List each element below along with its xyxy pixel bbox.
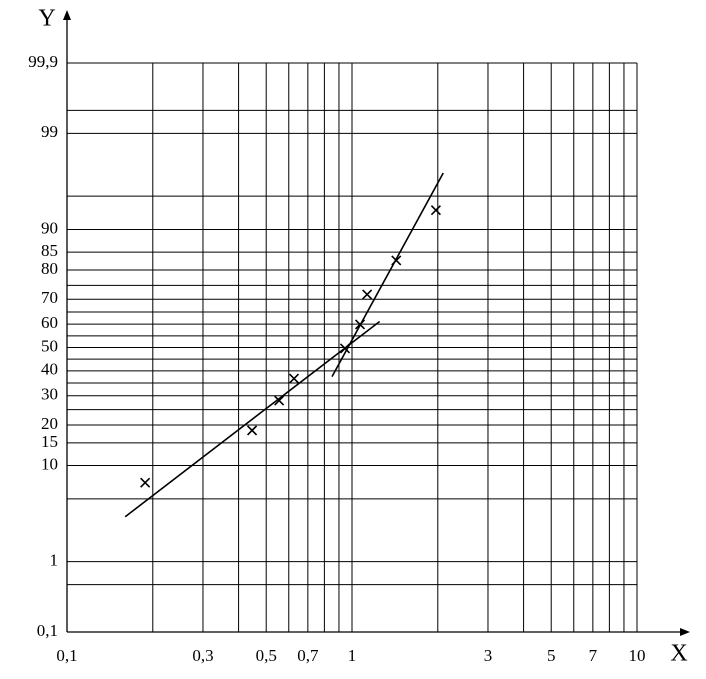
data-point [246,425,258,436]
data-point [339,343,351,354]
y-tick-label: 15 [41,432,58,451]
data-point [391,255,402,266]
y-axis-arrow [63,10,71,20]
y-tick-label: 80 [41,259,58,278]
x-tick-label: 0,5 [256,646,277,665]
fit-line [331,172,444,377]
y-axis-label: Y [38,6,55,32]
x-tick-label: 0,3 [192,646,213,665]
y-tick-label: 50 [41,336,58,355]
y-tick-label: 1 [50,551,59,570]
data-point [354,319,366,330]
data-point [430,205,441,216]
x-tick-label: 0,1 [56,646,77,665]
x-tick-label: 1 [348,646,357,665]
x-tick-label: 3 [484,646,493,665]
y-tick-label: 10 [41,454,58,473]
y-tick-label: 85 [41,241,58,260]
y-tick-label: 60 [41,313,58,332]
fit-line [124,320,381,518]
y-tick-label: 30 [41,385,58,404]
y-tick-label: 0,1 [37,621,58,640]
x-axis-label: X [670,641,687,667]
y-tick-label: 99,9 [28,52,58,71]
x-axis-arrow [680,628,690,636]
y-tick-label: 70 [41,288,58,307]
y-tick-label: 90 [41,218,58,237]
x-tick-label: 5 [547,646,556,665]
data-point [288,373,300,384]
x-tick-label: 0,7 [297,646,319,665]
y-tick-label: 20 [41,414,58,433]
x-tick-label: 10 [629,646,646,665]
y-tick-label: 40 [41,360,58,379]
data-point [274,395,285,406]
data-point [140,477,151,488]
data-point [362,289,373,300]
y-tick-label: 99 [41,122,58,141]
x-tick-label: 7 [589,646,598,665]
